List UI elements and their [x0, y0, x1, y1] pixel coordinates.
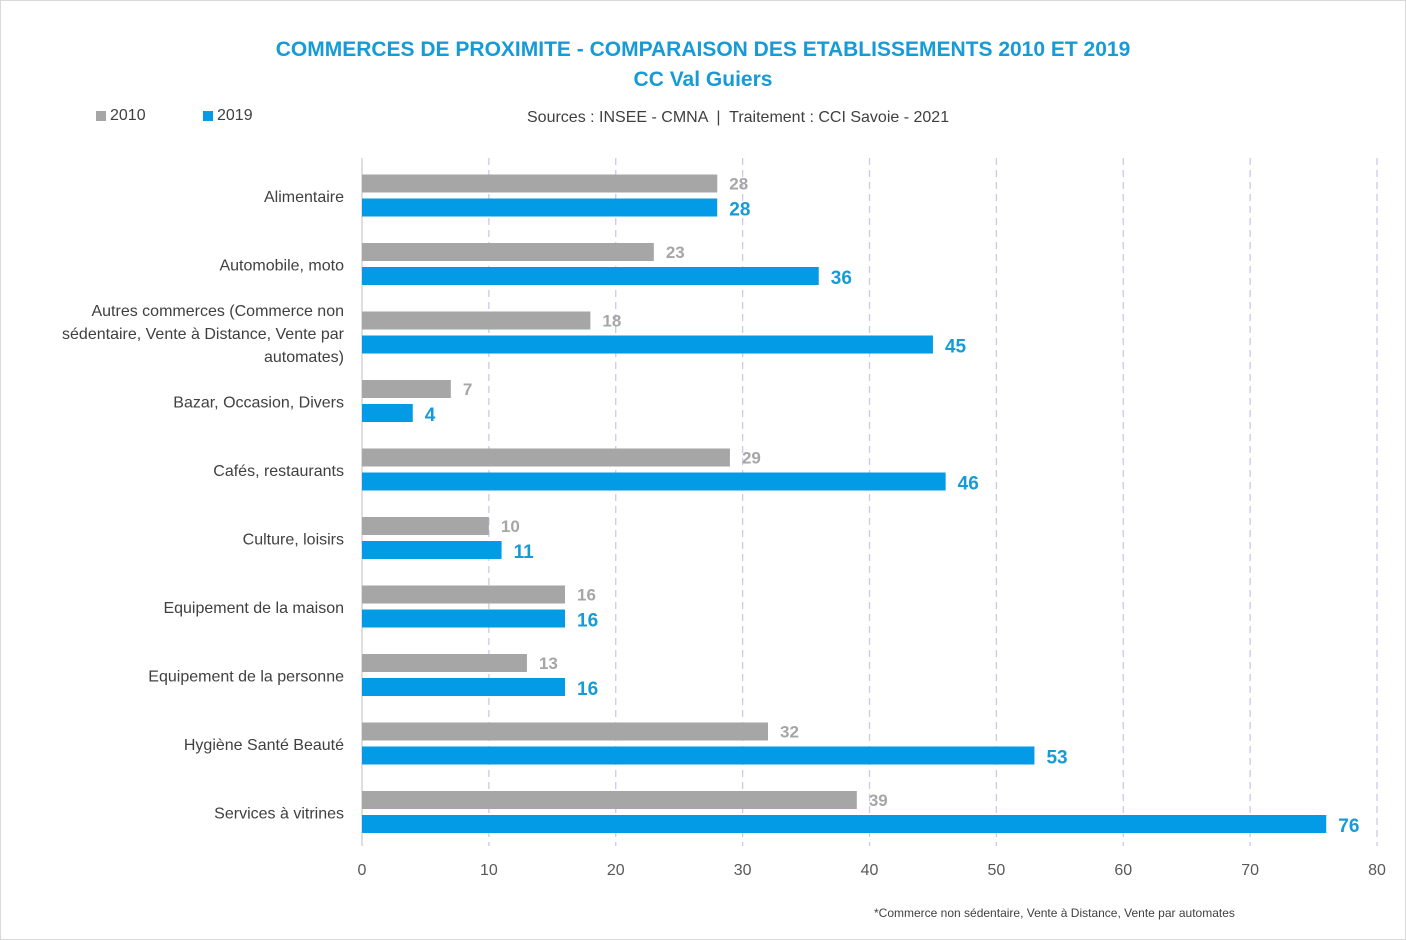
- bar-2010-2: [362, 311, 591, 330]
- data-label-2019-1: 36: [831, 268, 852, 289]
- data-label-2019-2: 45: [945, 337, 967, 358]
- chart-footnote: *Commerce non sédentaire, Vente à Distan…: [874, 906, 1235, 920]
- category-label-0: Alimentaire: [264, 189, 344, 206]
- legend-swatch-2019: [203, 111, 213, 121]
- bar-2019-3: [362, 404, 413, 422]
- category-label-5: Culture, loisirs: [243, 532, 344, 549]
- data-label-2010-8: 32: [780, 723, 799, 742]
- x-tick-label-20: 20: [607, 862, 625, 879]
- data-label-2019-5: 11: [514, 542, 535, 563]
- data-label-2019-4: 46: [958, 474, 979, 495]
- data-label-2010-5: 10: [501, 517, 520, 536]
- x-tick-label-0: 0: [358, 862, 367, 879]
- data-label-2019-6: 16: [577, 611, 598, 632]
- bar-2019-1: [362, 267, 819, 285]
- bar-2010-3: [362, 380, 451, 398]
- data-label-2019-0: 28: [729, 200, 750, 221]
- x-tick-label-10: 10: [480, 862, 498, 879]
- x-tick-label-60: 60: [1114, 862, 1132, 879]
- category-label-6: Equipement de la maison: [163, 600, 344, 617]
- x-tick-label-50: 50: [987, 862, 1005, 879]
- bar-2019-9: [362, 815, 1327, 833]
- bar-2019-0: [362, 198, 718, 217]
- x-tick-label-30: 30: [734, 862, 752, 879]
- data-label-2010-4: 29: [742, 449, 761, 468]
- legend-swatch-2010: [96, 111, 106, 121]
- data-label-2019-9: 76: [1338, 816, 1359, 837]
- category-label-7: Equipement de la personne: [148, 669, 344, 686]
- bar-2010-6: [362, 585, 565, 604]
- bar-2010-4: [362, 448, 730, 467]
- category-label-4: Cafés, restaurants: [213, 463, 344, 480]
- bar-2010-1: [362, 243, 654, 261]
- category-label-9: Services à vitrines: [214, 806, 344, 823]
- data-label-2010-7: 13: [539, 654, 558, 673]
- category-label-1: Automobile, moto: [219, 258, 344, 275]
- x-tick-label-40: 40: [861, 862, 879, 879]
- data-label-2010-3: 7: [463, 380, 472, 399]
- legend-item-2010: 2010: [96, 107, 146, 125]
- data-label-2019-8: 53: [1046, 748, 1067, 769]
- legend-label-2010: 2010: [110, 107, 146, 124]
- bar-2019-2: [362, 335, 933, 354]
- data-label-2019-7: 16: [577, 679, 598, 700]
- bar-2010-8: [362, 722, 768, 741]
- bar-2010-7: [362, 654, 527, 672]
- data-label-2010-1: 23: [666, 243, 685, 262]
- x-tick-label-80: 80: [1368, 862, 1386, 879]
- data-label-2019-3: 4: [425, 405, 436, 426]
- bar-2019-6: [362, 609, 565, 628]
- data-label-2010-2: 18: [602, 312, 621, 331]
- chart-subtitle: CC Val Guiers: [633, 68, 773, 91]
- data-label-2010-9: 39: [869, 791, 888, 810]
- chart-title: COMMERCES DE PROXIMITE - COMPARAISON DES…: [275, 38, 1131, 61]
- bar-2010-0: [362, 174, 718, 193]
- chart-source: Sources : INSEE - CMNA | Traitement : CC…: [527, 109, 950, 126]
- bar-2019-8: [362, 746, 1035, 765]
- legend-item-2019: 2019: [203, 107, 253, 125]
- legend-label-2019: 2019: [217, 107, 253, 124]
- bar-2019-4: [362, 472, 946, 491]
- bar-2019-7: [362, 678, 565, 696]
- data-label-2010-6: 16: [577, 586, 596, 605]
- bar-2019-5: [362, 541, 502, 559]
- x-tick-label-70: 70: [1241, 862, 1259, 879]
- bar-2010-9: [362, 791, 857, 809]
- category-label-8: Hygiène Santé Beauté: [184, 737, 344, 754]
- category-label-2: Autres commerces (Commerce non sédentaire…: [62, 303, 345, 366]
- data-label-2010-0: 28: [729, 175, 748, 194]
- bar-2010-5: [362, 517, 489, 535]
- category-label-3: Bazar, Occasion, Divers: [173, 395, 344, 412]
